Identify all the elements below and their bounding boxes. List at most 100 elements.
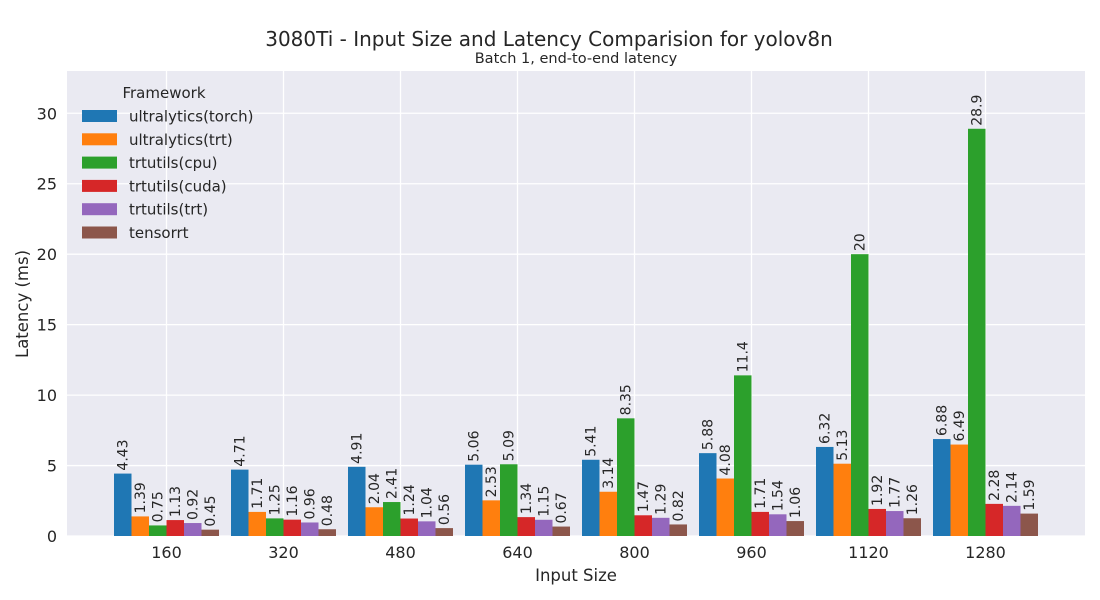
bar: [201, 529, 219, 536]
y-tick-label: 10: [37, 386, 57, 405]
bar: [1020, 513, 1038, 536]
x-tick-label: 160: [151, 543, 182, 562]
bar: [933, 439, 951, 536]
bar-value-label: 2.41: [385, 468, 401, 499]
bar-value-label: 1.59: [1022, 479, 1038, 510]
bar: [851, 254, 869, 536]
bar: [318, 529, 336, 536]
bar-value-label: 0.56: [437, 494, 453, 525]
x-tick-label: 640: [502, 543, 533, 562]
bar-value-label: 0.75: [151, 491, 167, 522]
bar-value-label: 4.08: [718, 444, 734, 475]
bar: [500, 464, 518, 536]
bar-value-label: 1.29: [654, 484, 670, 515]
bar-value-label: 4.91: [350, 433, 366, 464]
chart-subtitle: Batch 1, end-to-end latency: [475, 51, 678, 67]
bar: [903, 518, 921, 536]
bar: [248, 511, 266, 536]
x-tick-label: 320: [268, 543, 299, 562]
x-tick-label: 1280: [965, 543, 1006, 562]
bar: [517, 517, 535, 536]
bar: [868, 508, 886, 536]
bar: [652, 517, 670, 536]
bar: [231, 469, 249, 536]
legend-label: ultralytics(trt): [129, 131, 233, 149]
legend-swatch: [82, 156, 117, 169]
legend-label: ultralytics(torch): [129, 108, 253, 126]
bar: [535, 519, 553, 536]
legend-swatch: [82, 203, 117, 216]
y-tick-label: 15: [37, 316, 57, 335]
bar-value-label: 1.92: [870, 475, 886, 506]
bar: [184, 523, 202, 536]
bar: [669, 524, 687, 536]
bar: [751, 511, 769, 536]
bar-value-label: 28.9: [970, 95, 986, 126]
bar-value-label: 1.04: [420, 487, 436, 518]
bar: [734, 375, 752, 536]
bar-value-label: 6.32: [818, 413, 834, 444]
legend-items[interactable]: ultralytics(torch) ultralytics(trt) trtuti…: [82, 108, 253, 243]
bar: [400, 518, 418, 536]
y-tick-label: 5: [47, 457, 57, 476]
x-tick-labels: 160 320 480 640 800 960 1120 1280: [151, 543, 1006, 562]
bar-value-label: 4.43: [116, 439, 132, 470]
bar: [716, 478, 734, 536]
bar: [582, 459, 600, 536]
bar: [114, 473, 132, 536]
bar-value-label: 1.71: [250, 478, 266, 509]
bar-value-label: 6.88: [935, 405, 951, 436]
legend-title: Framework: [122, 84, 205, 102]
legend-label: tensorrt: [129, 224, 189, 242]
y-tick-label: 0: [47, 527, 57, 546]
bar: [348, 466, 366, 536]
legend-swatch: [82, 226, 117, 239]
bar: [968, 128, 986, 537]
bar-value-label: 1.16: [285, 485, 301, 516]
bar: [383, 502, 401, 536]
bar-value-label: 0.82: [671, 490, 687, 521]
bar-value-label: 1.15: [537, 486, 553, 517]
bar: [1003, 505, 1021, 536]
bar: [552, 526, 570, 536]
x-tick-label: 960: [736, 543, 767, 562]
legend-label: trtutils(cpu): [129, 154, 217, 172]
bar-value-label: 2.04: [367, 473, 383, 504]
bar: [149, 525, 167, 536]
bar: [886, 511, 904, 536]
legend-swatch: [82, 179, 117, 192]
bar: [435, 528, 453, 536]
bar-value-label: 1.54: [771, 480, 787, 511]
bar-value-label: 1.34: [519, 483, 535, 514]
y-tick-label: 20: [37, 245, 57, 264]
bar-value-label: 6.49: [952, 410, 968, 441]
x-tick-label: 1120: [848, 543, 889, 562]
legend-label: trtutils(cuda): [129, 177, 227, 195]
bar-value-label: 11.4: [736, 341, 752, 372]
x-tick-label: 800: [619, 543, 650, 562]
bar-value-label: 0.96: [303, 488, 319, 519]
bar-value-label: 0.48: [320, 495, 336, 526]
bar-value-label: 0.45: [203, 495, 219, 526]
bar: [833, 463, 851, 536]
legend-swatch: [82, 133, 117, 146]
bar: [418, 521, 436, 536]
bar: [769, 514, 787, 536]
bar-value-label: 5.41: [584, 426, 600, 457]
y-tick-label: 25: [37, 175, 57, 194]
x-axis-label: Input Size: [535, 566, 617, 585]
bar-value-label: 5.06: [467, 430, 483, 461]
bar-labels: 4.431.39 0.75 1.13 0.92 0.454.711.71 1.25 1.16…: [116, 95, 1039, 527]
bars: [114, 128, 1038, 537]
bar-value-label: 5.88: [701, 419, 717, 450]
bar: [301, 522, 319, 536]
bar-value-label: 2.28: [987, 470, 1003, 501]
bar: [365, 507, 383, 536]
bar: [283, 519, 301, 536]
bar: [786, 521, 804, 536]
plot-area: [67, 71, 1085, 536]
bar-value-label: 1.77: [888, 477, 904, 508]
bar-value-label: 8.35: [619, 384, 635, 415]
legend[interactable]: Framework ultralytics(torch)ultralytics(…: [82, 84, 253, 242]
